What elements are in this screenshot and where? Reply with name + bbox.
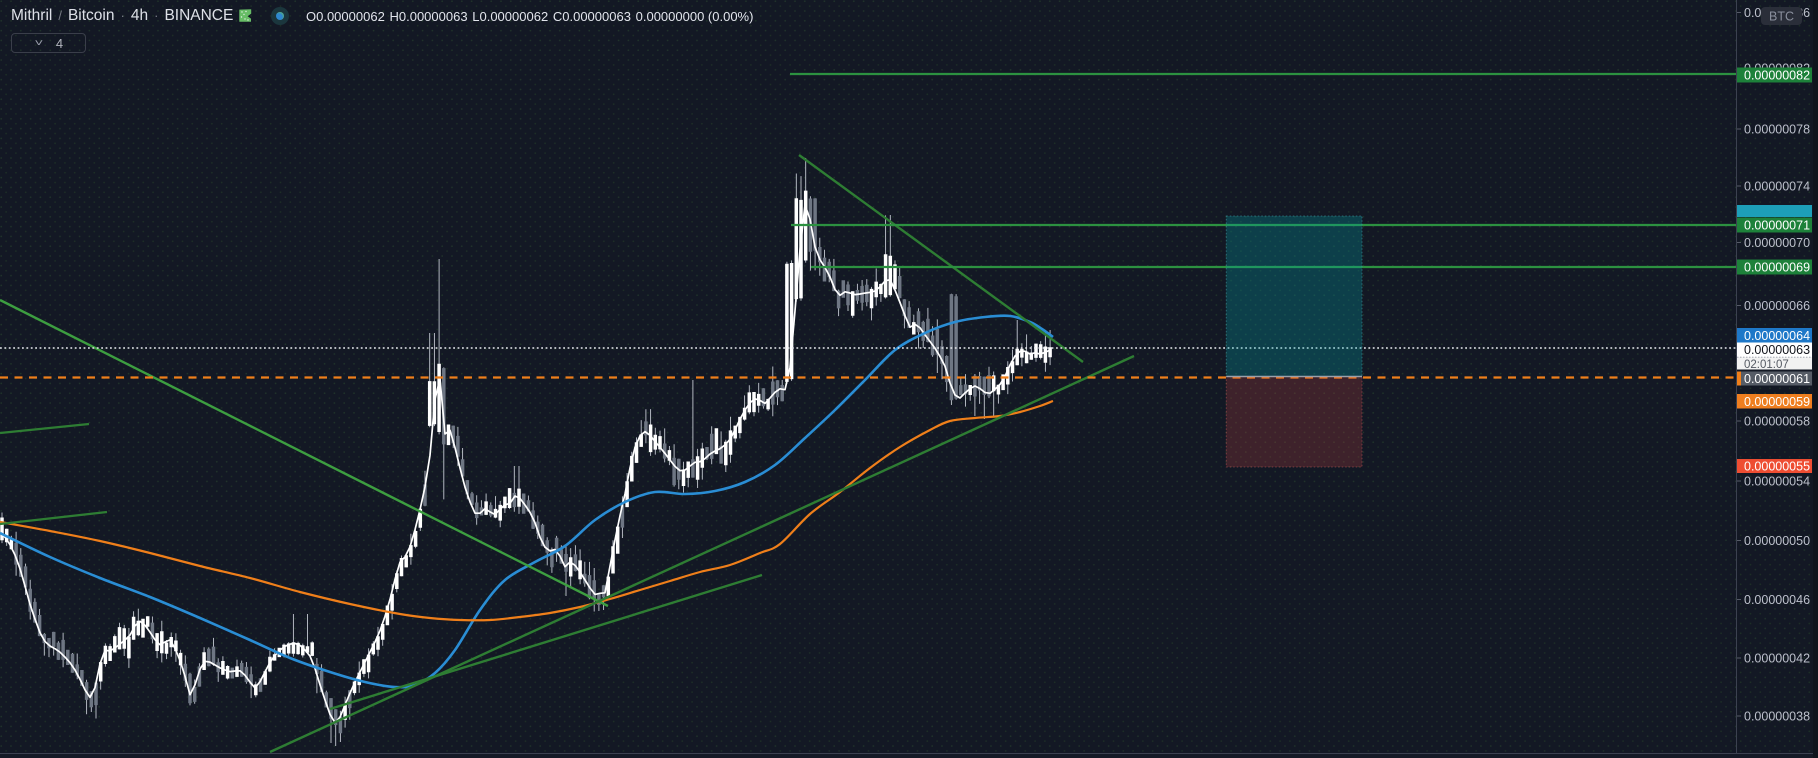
- svg-text:0.00000071: 0.00000071: [1744, 219, 1810, 233]
- svg-text:0.00000082: 0.00000082: [1744, 69, 1810, 83]
- svg-text:0.00000058: 0.00000058: [1744, 415, 1810, 429]
- svg-text:0.00000078: 0.00000078: [1744, 123, 1810, 137]
- svg-text:0.00000055: 0.00000055: [1744, 460, 1810, 474]
- svg-text:0.00000070: 0.00000070: [1744, 236, 1810, 250]
- svg-text:BTC: BTC: [1769, 10, 1794, 24]
- svg-text:0.00000038: 0.00000038: [1744, 710, 1810, 724]
- svg-text:0.00000064: 0.00000064: [1744, 329, 1810, 343]
- svg-text:0.00000050: 0.00000050: [1744, 534, 1810, 548]
- svg-text:0.00000074: 0.00000074: [1744, 180, 1810, 194]
- svg-text:0.00000054: 0.00000054: [1744, 475, 1810, 489]
- svg-text:0.00000063: 0.00000063: [1744, 343, 1810, 357]
- svg-text:02:01:07: 02:01:07: [1744, 359, 1789, 371]
- svg-text:0.00000059: 0.00000059: [1744, 395, 1810, 409]
- svg-text:0.00000066: 0.00000066: [1744, 299, 1810, 313]
- svg-text:0.00000042: 0.00000042: [1744, 652, 1810, 666]
- svg-text:0.00000061: 0.00000061: [1744, 372, 1810, 386]
- svg-text:0.00000046: 0.00000046: [1744, 593, 1810, 607]
- svg-text:0.00000069: 0.00000069: [1744, 261, 1810, 275]
